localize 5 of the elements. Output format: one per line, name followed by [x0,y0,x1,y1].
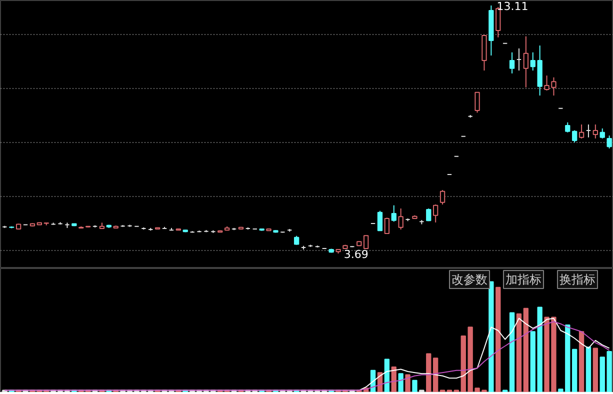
annotation: 3.69 [344,248,368,261]
annotation: 改参数 [452,272,488,286]
annotation: 换指标 [560,272,596,286]
annotation: 加指标 [506,272,542,286]
annotation: 13.11 [496,0,528,13]
